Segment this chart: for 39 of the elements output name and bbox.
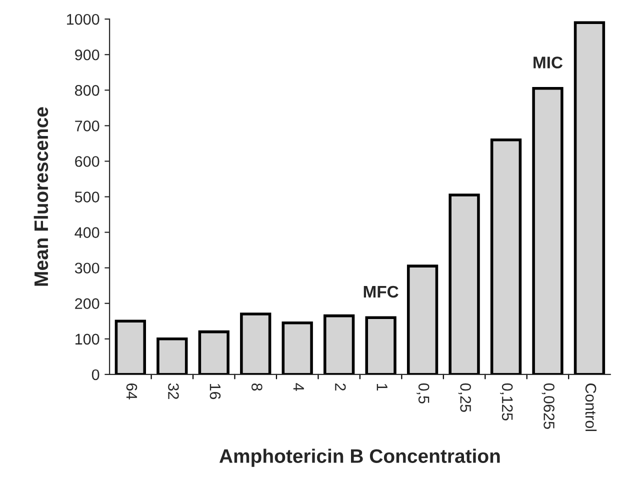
bar: [156, 338, 188, 374]
x-tick-label: 2: [335, 384, 346, 391]
x-tick-label: 64: [126, 384, 138, 400]
bar: [282, 322, 313, 374]
annotation: MFC: [364, 286, 398, 298]
y-tick-label: 700: [75, 120, 100, 132]
y-tick-label: 400: [74, 227, 100, 238]
y-tick-label: 900: [75, 49, 100, 60]
y-tick-label: 800: [75, 85, 100, 96]
x-tick-label: 16: [210, 384, 221, 400]
x-tick-label: 32: [168, 383, 179, 400]
y-tick-label: 200: [75, 298, 100, 310]
annotation: MIC: [534, 56, 563, 68]
x-tick-label: 0,5: [416, 383, 430, 404]
bar: [240, 312, 272, 374]
bar: [114, 320, 146, 374]
x-tick-label: 8: [252, 383, 262, 391]
bar: [448, 194, 480, 374]
y-tick-label: 0: [92, 369, 100, 380]
bar: [532, 86, 564, 374]
y-tick-label: 600: [75, 156, 100, 167]
x-tick-label: 1: [376, 384, 388, 391]
bar: [365, 316, 396, 374]
bar: [406, 264, 438, 374]
y-tick-label: 300: [74, 262, 100, 274]
x-axis-title: Amphotericin B Concentration: [219, 448, 500, 467]
bar: [324, 314, 355, 374]
bar: [574, 21, 606, 374]
bar: [490, 138, 522, 374]
y-tick-label: 100: [76, 334, 100, 345]
y-tick-label: 500: [74, 192, 100, 202]
x-tick-label: 0,25: [458, 383, 471, 412]
x-tick-label: 0,0625: [542, 383, 554, 429]
x-tick-label: 4: [293, 383, 304, 391]
x-tick-label: Control: [585, 384, 597, 432]
bar: [198, 330, 230, 374]
y-tick-label: 1000: [67, 14, 100, 25]
y-axis-title: Mean Fluorescence: [34, 107, 48, 286]
x-tick-label: 0,125: [500, 383, 513, 420]
